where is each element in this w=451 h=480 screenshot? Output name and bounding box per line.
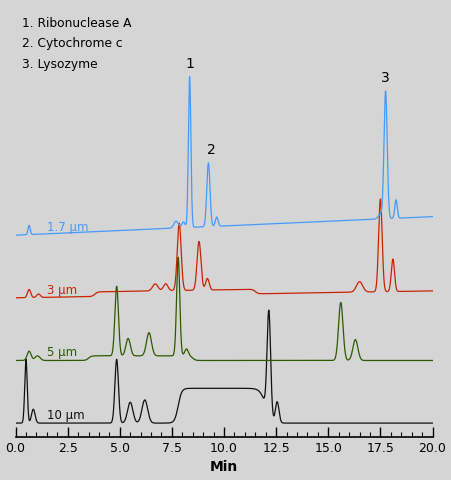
Text: 10 μm: 10 μm [47,409,84,422]
Text: 3 μm: 3 μm [47,284,77,297]
Text: 1.7 μm: 1.7 μm [47,221,88,234]
Text: 1. Ribonuclease A: 1. Ribonuclease A [22,17,131,30]
Text: 3: 3 [380,71,389,85]
Text: 3. Lysozyme: 3. Lysozyme [22,58,97,71]
Text: 2. Cytochrome c: 2. Cytochrome c [22,37,122,50]
Text: 2: 2 [207,143,216,157]
Text: 5 μm: 5 μm [47,346,77,360]
Text: 1: 1 [185,57,193,71]
X-axis label: Min: Min [209,460,238,474]
